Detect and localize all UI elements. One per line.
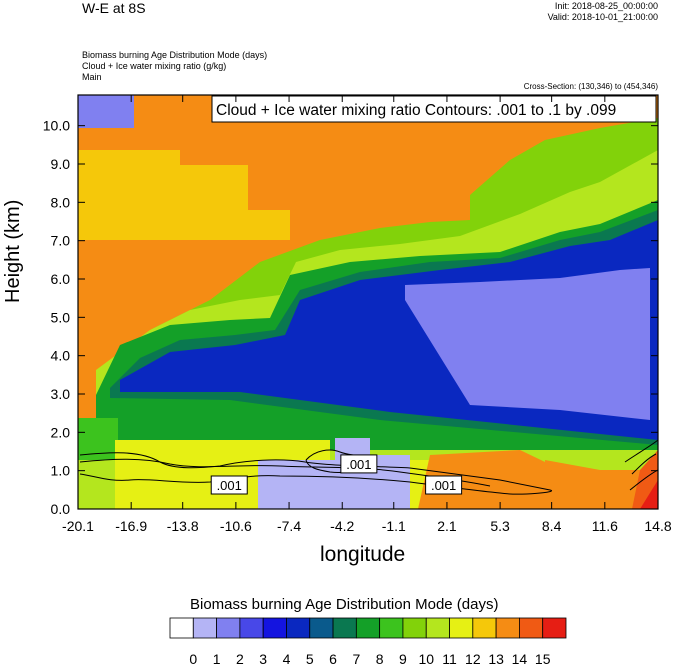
colorbar-swatch [472,617,497,639]
colorbar-swatch [332,617,357,639]
colorbar-label-12: 12 [465,651,481,667]
field-corner-black [640,480,658,509]
colorbar-label-1: 1 [213,651,221,667]
colorbar-swatch [286,617,311,639]
colorbar-swatch [495,617,520,639]
x-tick-label-5: -4.2 [330,518,354,534]
valid-time: Valid: 2018-10-01_21:00:00 [547,12,658,22]
field-list: Biomass burning Age Distribution Mode (d… [82,50,267,83]
x-tick-label-4: -7.4 [277,518,301,534]
plot-title: W-E at 8S [82,0,146,16]
field-corner-edge [78,128,98,150]
contour-legend-text: Cloud + Ice water mixing ratio Contours:… [216,102,616,119]
colorbar-swatch [425,617,450,639]
y-tick-label-3: 3.0 [51,386,71,402]
y-tick-label-8: 8.0 [51,194,71,210]
x-tick-label-9: 8.4 [542,518,562,534]
contour-label-2: .001 [431,478,456,493]
y-tick-label-7: 7.0 [51,233,71,249]
field-upper-light-blue [405,268,650,420]
colorbar-label-9: 9 [399,651,407,667]
colorbar-label-8: 8 [376,651,384,667]
contour-label-0: .001 [217,478,242,493]
plot-frame [77,94,659,510]
colorbar-swatch [402,617,427,639]
contour-label-box [425,475,463,495]
colorbar-label-13: 13 [488,651,504,667]
x-tick-label-7: 2.1 [437,518,457,534]
x-axis: -20.1 -16.9 -13.8 -10.6 -7.4 -4.2 -1.1 2.1 5.3 8.… [62,95,672,534]
y-tick-label-10: 10.0 [43,118,70,134]
colorbar-swatch [309,617,334,639]
y-tick-label-6: 6.0 [51,271,71,287]
field-upper-west [78,150,290,240]
colorbar-swatch [542,617,567,639]
y-tick-label-9: 9.0 [51,156,71,172]
colorbar-label-15: 15 [535,651,551,667]
init-time: Init: 2018-08-25_00:00:00 [554,1,658,11]
colorbar-swatch [379,617,404,639]
colorbar-swatch [519,617,544,639]
y-tick-label-4: 4.0 [51,348,71,364]
contour-low-inner [79,458,491,487]
colorbar-swatch [262,617,287,639]
x-axis-label: longitude [320,543,406,566]
field-corner-top [78,95,134,128]
x-tick-label-3: -10.6 [220,518,252,534]
y-tick-label-2: 2.0 [51,424,71,440]
contour-legend-box [211,95,657,123]
colorbar-label-6: 6 [329,651,337,667]
field-far-east [545,460,658,509]
shading-field [78,95,658,509]
x-tick-label-2: -13.8 [167,518,199,534]
colorbar-label-0: 0 [189,651,197,667]
y-axis: 0.0 1.0 2.0 3.0 4.0 5.0 6.0 7.0 8.0 9.0 10.0 [43,118,658,517]
colorbar-swatch [192,617,217,639]
colorbar-label-10: 10 [418,651,434,667]
y-tick-label-5: 5.0 [51,309,71,325]
y-tick-label-0: 0.0 [51,501,71,517]
colorbar-swatch [169,617,194,639]
colorbar-swatch [239,617,264,639]
colorbar-label-4: 4 [283,651,291,667]
x-tick-label-10: 11.6 [592,518,618,534]
y-tick-label-1: 1.0 [51,463,71,479]
colorbar-label-3: 3 [259,651,267,667]
x-tick-label-6: -1.1 [382,518,406,534]
colorbar-swatch [216,617,241,639]
x-tick-label-11: 14.8 [644,518,671,534]
contour-label-group: .001 .001 .001 [210,454,463,495]
field-biomass-label: Biomass burning Age Distribution Mode (d… [82,50,268,60]
contour-label-box [210,475,248,495]
contour-label-1: .001 [346,457,371,472]
colorbar-swatch [449,617,474,639]
colorbar-title: Biomass burning Age Distribution Mode (d… [190,596,499,613]
colorbar-swatch [355,617,381,639]
colorbar-label-7: 7 [352,651,360,667]
field-cloud-label: Cloud + Ice water mixing ratio (g/kg) [82,61,227,71]
colorbar: 0 1 2 3 4 5 6 7 8 9 10 11 12 13 14 15 [169,617,567,667]
colorbar-label-14: 14 [512,651,528,667]
x-tick-label-0: -20.1 [62,518,94,534]
colorbar-label-11: 11 [442,651,457,667]
colorbar-label-5: 5 [306,651,314,667]
x-tick-label-1: -16.9 [115,518,147,534]
field-main-label: Main [82,72,102,82]
x-tick-label-8: 5.3 [490,518,510,534]
contour-label-box [340,454,378,474]
colorbar-label-2: 2 [236,651,244,667]
field-west-low-green [78,418,118,460]
cross-section-label: Cross-Section: (130,346) to (454,346) [523,82,658,91]
